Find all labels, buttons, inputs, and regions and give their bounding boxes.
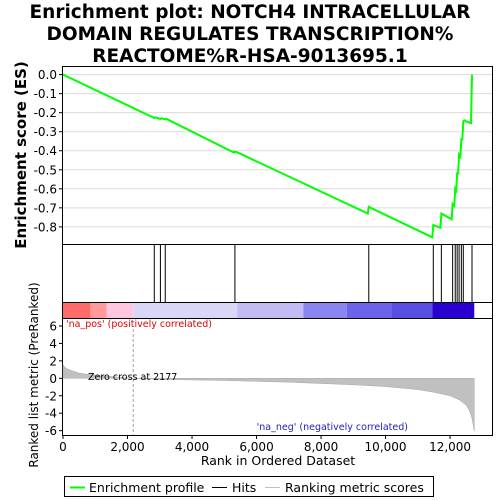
x-axis-label: Rank in Ordered Dataset [201, 453, 355, 468]
es-panel-frame [62, 66, 493, 245]
metric-y-axis-label: Ranked list metric (PreRanked) [27, 282, 41, 467]
colorbar-band [432, 303, 475, 318]
ranking-metric-area [62, 363, 475, 432]
zero-cross-annotation: Zero cross at 2177 [88, 372, 177, 383]
legend: Enrichment profile Hits Ranking metric s… [64, 476, 434, 497]
positive-label: 'na_pos' (positively correlated) [66, 319, 212, 330]
legend-label-enrichment: Enrichment profile [89, 480, 205, 495]
metric-y-tick-label: -2 [45, 389, 57, 403]
es-y-tick-label: -0.6 [34, 182, 57, 196]
x-axis-ticks: 0 2,000 4,000 6,000 8,000 10,000 12,000 [59, 435, 471, 454]
legend-label-metric: Ranking metric scores [285, 480, 424, 495]
metric-y-tick-label: 2 [49, 354, 57, 368]
es-y-tick-label: -0.2 [34, 106, 57, 120]
x-tick-label: 8,000 [304, 440, 338, 454]
legend-canvas: Enrichment profile Hits Ranking metric s… [70, 480, 424, 495]
es-y-tick-label: -0.8 [34, 220, 57, 234]
es-y-tick-label: -0.1 [34, 87, 57, 101]
es-y-tick-label: -0.7 [34, 201, 57, 215]
metric-y-tick-label: 6 [49, 319, 57, 333]
x-tick-label: 0 [59, 440, 67, 454]
title-line-2: DOMAIN REGULATES TRANSCRIPTION% [46, 24, 454, 45]
negative-label: 'na_neg' (negatively correlated) [257, 422, 408, 433]
es-y-tick-label: 0.0 [38, 68, 57, 82]
hits-panel-frame [62, 244, 493, 303]
x-tick-label: 4,000 [175, 440, 209, 454]
metric-panel-frame [62, 318, 493, 436]
es-y-tick-label: -0.5 [34, 163, 57, 177]
colorbar-band [133, 303, 238, 318]
es-y-axis-label: Enrichment score (ES) [12, 61, 30, 249]
rank-colorbar [63, 303, 475, 318]
metric-y-tick-label: -4 [45, 407, 57, 421]
es-gridlines [63, 74, 492, 228]
x-tick-label: 10,000 [365, 440, 407, 454]
metric-y-tick-label: 4 [49, 337, 57, 351]
colorbar-band [106, 303, 134, 318]
x-tick-label: 6,000 [239, 440, 273, 454]
x-tick-label: 2,000 [110, 440, 144, 454]
colorbar-band [303, 303, 347, 318]
title-line-3: REACTOME%R-HSA-9013695.1 [92, 46, 408, 67]
chart-title: Enrichment plot: NOTCH4 INTRACELLULAR DO… [0, 2, 500, 68]
x-tick-label: 12,000 [429, 440, 471, 454]
metric-y-tick-label: 0 [49, 372, 57, 386]
colorbar-band [90, 303, 107, 318]
colorbar-band [392, 303, 433, 318]
metric-y-axis-ticks: 6 4 2 0 -2 -4 -6 [45, 319, 63, 438]
colorbar-band [63, 303, 91, 318]
title-line-1: Enrichment plot: NOTCH4 INTRACELLULAR [29, 2, 471, 23]
metric-y-tick-label: -6 [45, 424, 57, 438]
colorbar-band [346, 303, 393, 318]
colorbar-band [237, 303, 304, 318]
enrichment-profile-line [62, 73, 473, 239]
es-y-axis-ticks: 0.0 -0.1 -0.2 -0.3 -0.4 -0.5 -0.6 -0.7 -0.8 [34, 68, 63, 234]
hit-markers [153, 245, 473, 302]
es-y-tick-label: -0.4 [34, 144, 57, 158]
legend-label-hits: Hits [232, 480, 256, 495]
es-y-tick-label: -0.3 [34, 125, 57, 139]
